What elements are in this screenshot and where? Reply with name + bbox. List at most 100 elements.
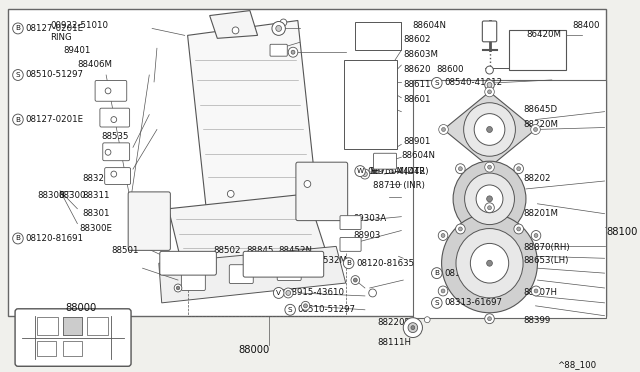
- Text: 88602: 88602: [403, 35, 431, 44]
- Circle shape: [301, 301, 310, 310]
- Circle shape: [486, 260, 492, 266]
- Circle shape: [272, 22, 285, 35]
- Circle shape: [534, 128, 538, 131]
- Circle shape: [465, 173, 515, 225]
- Circle shape: [456, 164, 465, 174]
- Circle shape: [463, 103, 515, 156]
- Text: 00922-51010: 00922-51010: [51, 20, 109, 29]
- Text: 08120-81635: 08120-81635: [356, 259, 415, 268]
- Text: 88220P: 88220P: [378, 318, 410, 327]
- Text: 88100: 88100: [607, 227, 638, 237]
- Circle shape: [534, 234, 538, 237]
- FancyBboxPatch shape: [277, 262, 301, 280]
- FancyBboxPatch shape: [229, 265, 253, 283]
- Text: 88400: 88400: [572, 20, 600, 29]
- Circle shape: [424, 317, 430, 323]
- Text: 88111H: 88111H: [378, 337, 412, 347]
- Circle shape: [474, 113, 505, 145]
- Circle shape: [291, 50, 295, 54]
- Circle shape: [369, 289, 376, 297]
- Text: W: W: [356, 168, 364, 174]
- Text: 88535: 88535: [101, 132, 129, 141]
- Text: 88311: 88311: [82, 191, 109, 200]
- Bar: [37, 317, 58, 334]
- Text: 08915-43610: 08915-43610: [286, 288, 344, 298]
- Text: 08915-44442: 08915-44442: [368, 167, 426, 176]
- Polygon shape: [210, 10, 257, 38]
- Circle shape: [280, 19, 287, 26]
- Circle shape: [484, 162, 494, 172]
- Text: 88620: 88620: [403, 65, 431, 74]
- Text: B: B: [15, 25, 20, 32]
- Text: 88406M: 88406M: [77, 60, 113, 69]
- Polygon shape: [188, 20, 317, 214]
- Bar: [37, 340, 56, 356]
- Text: 08127-0201E: 08127-0201E: [26, 115, 84, 124]
- Circle shape: [360, 169, 370, 179]
- Text: 88300: 88300: [58, 191, 86, 200]
- Circle shape: [285, 304, 296, 315]
- Text: 08510-51297: 08510-51297: [26, 71, 84, 80]
- Text: 88000: 88000: [66, 303, 97, 313]
- Bar: [8, 9, 607, 316]
- FancyBboxPatch shape: [15, 309, 131, 366]
- Circle shape: [488, 206, 492, 210]
- Circle shape: [284, 288, 293, 298]
- Bar: [63, 340, 82, 356]
- Text: 88502: 88502: [214, 246, 241, 256]
- FancyBboxPatch shape: [95, 80, 127, 101]
- Text: S: S: [15, 72, 20, 78]
- Circle shape: [484, 80, 494, 90]
- FancyBboxPatch shape: [374, 153, 397, 169]
- Text: 88300: 88300: [37, 191, 65, 200]
- FancyBboxPatch shape: [243, 251, 324, 277]
- Text: 08120-81691: 08120-81691: [26, 234, 84, 243]
- Circle shape: [488, 90, 492, 94]
- Text: 88653(LH): 88653(LH): [523, 256, 568, 265]
- Bar: [63, 317, 82, 334]
- Polygon shape: [444, 92, 536, 167]
- Text: RING: RING: [51, 33, 72, 42]
- Circle shape: [484, 203, 494, 213]
- Text: 08127-0201E: 08127-0201E: [26, 24, 84, 33]
- Circle shape: [362, 171, 367, 177]
- Text: S: S: [435, 300, 439, 306]
- Circle shape: [438, 286, 448, 296]
- Circle shape: [13, 233, 23, 244]
- Bar: [509, 31, 566, 70]
- Circle shape: [411, 326, 415, 330]
- Circle shape: [403, 318, 422, 337]
- FancyBboxPatch shape: [340, 237, 361, 251]
- Text: 08540-41012: 08540-41012: [444, 78, 502, 87]
- Text: 88604N: 88604N: [401, 151, 435, 160]
- Circle shape: [442, 214, 538, 313]
- Circle shape: [408, 323, 418, 333]
- Text: 88452N: 88452N: [278, 246, 313, 256]
- Circle shape: [176, 286, 180, 290]
- FancyBboxPatch shape: [483, 21, 497, 42]
- FancyBboxPatch shape: [103, 143, 130, 161]
- Circle shape: [486, 66, 493, 74]
- Text: 88600: 88600: [437, 65, 464, 74]
- Bar: [344, 60, 397, 149]
- Text: 88601: 88601: [403, 95, 431, 104]
- Text: S: S: [435, 80, 439, 86]
- Circle shape: [470, 243, 509, 283]
- Circle shape: [476, 185, 503, 213]
- Circle shape: [453, 161, 526, 237]
- FancyBboxPatch shape: [270, 44, 287, 56]
- Text: 08510-51297: 08510-51297: [298, 305, 356, 314]
- Circle shape: [531, 286, 541, 296]
- Circle shape: [486, 126, 492, 132]
- Circle shape: [488, 165, 492, 169]
- Text: 88532M: 88532M: [312, 256, 348, 265]
- Circle shape: [273, 288, 284, 298]
- Circle shape: [355, 166, 365, 177]
- Circle shape: [531, 231, 541, 240]
- Circle shape: [288, 47, 298, 57]
- Circle shape: [304, 180, 311, 187]
- Circle shape: [13, 114, 23, 125]
- FancyBboxPatch shape: [105, 168, 131, 185]
- Circle shape: [431, 77, 442, 89]
- Text: 88300E: 88300E: [79, 224, 112, 232]
